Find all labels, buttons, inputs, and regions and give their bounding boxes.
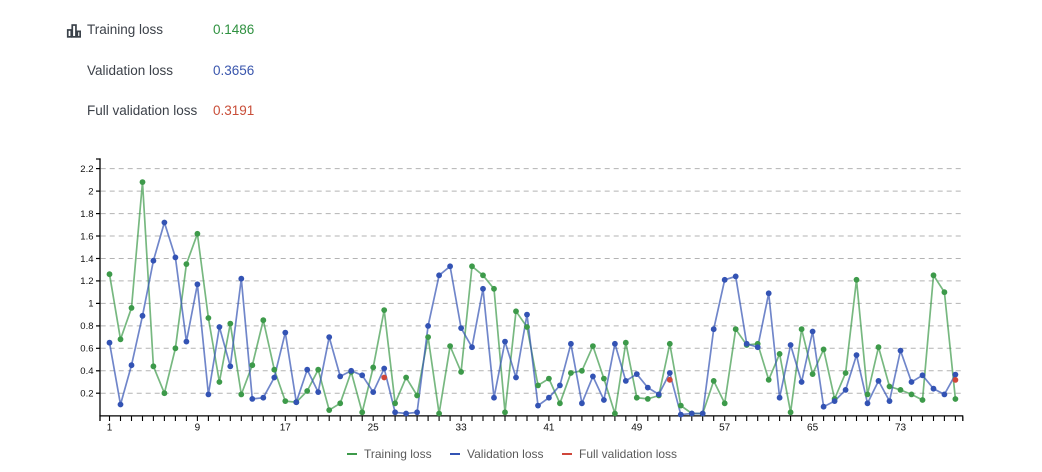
svg-text:73: 73: [895, 423, 907, 434]
svg-text:0.6: 0.6: [80, 344, 93, 355]
svg-text:2.2: 2.2: [80, 164, 93, 175]
svg-text:65: 65: [807, 423, 819, 434]
svg-text:1.4: 1.4: [80, 254, 93, 265]
svg-text:49: 49: [631, 423, 643, 434]
svg-text:57: 57: [719, 423, 731, 434]
svg-text:0.2: 0.2: [80, 389, 93, 400]
svg-text:1: 1: [107, 423, 113, 434]
svg-text:1.6: 1.6: [80, 231, 93, 242]
svg-text:0.8: 0.8: [80, 321, 93, 332]
svg-text:17: 17: [280, 423, 292, 434]
svg-text:33: 33: [456, 423, 468, 434]
svg-text:2: 2: [88, 186, 93, 197]
svg-text:1: 1: [88, 299, 93, 310]
svg-text:41: 41: [543, 423, 555, 434]
svg-text:1.2: 1.2: [80, 276, 93, 287]
svg-text:1.8: 1.8: [80, 209, 93, 220]
svg-text:9: 9: [195, 423, 201, 434]
svg-text:25: 25: [368, 423, 380, 434]
svg-text:0.4: 0.4: [80, 366, 93, 377]
